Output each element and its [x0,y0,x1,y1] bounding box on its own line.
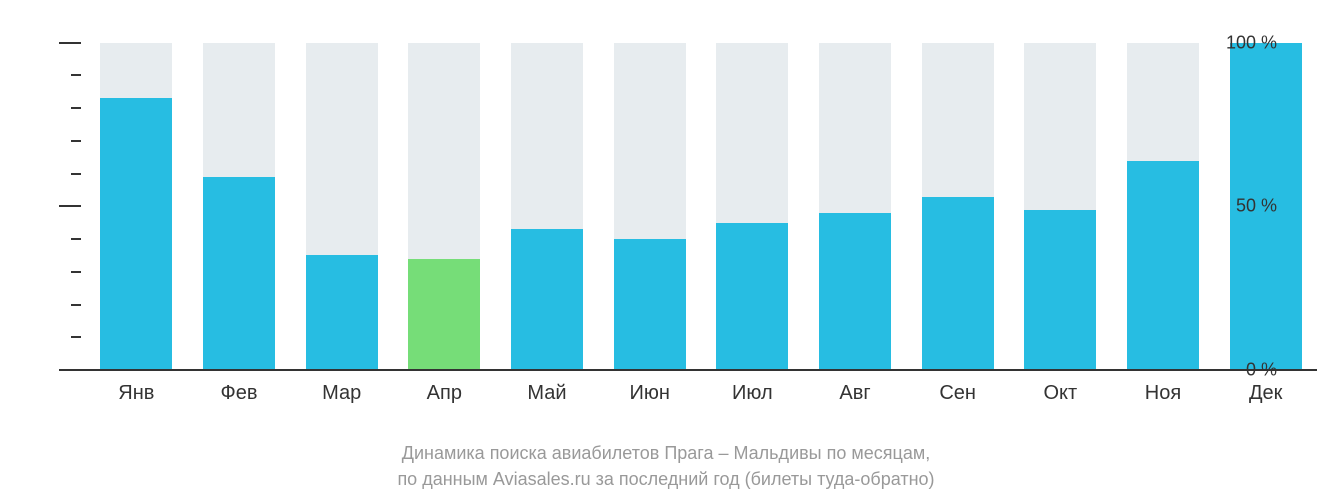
y-axis-label: 50 % [1236,196,1285,217]
bar-slot [1230,10,1302,370]
bar-slot [819,10,891,370]
bar-slot [614,10,686,370]
bar-slot [408,10,480,370]
chart-caption: Динамика поиска авиабилетов Прага – Маль… [0,440,1332,492]
x-axis-label: Июн [629,370,669,405]
monthly-search-bar-chart: ЯнвФевМарАпрМайИюнИюлАвгСенОктНояДек0 %5… [0,0,1332,502]
bar-slot [1024,10,1096,370]
bar [203,177,275,370]
y-minor-tick [71,271,81,273]
x-axis-label: Янв [118,370,154,405]
bar [408,259,480,370]
x-axis-label: Окт [1043,370,1077,405]
x-axis-label: Авг [839,370,870,405]
y-minor-tick [71,336,81,338]
bar [511,229,583,370]
bar-slot [100,10,172,370]
y-minor-tick [71,140,81,142]
y-major-tick [59,205,81,207]
x-axis-line [79,369,1317,371]
y-minor-tick [71,238,81,240]
x-axis-label: Мар [322,370,361,405]
bar-slot [306,10,378,370]
y-axis-label: 0 % [1246,360,1285,381]
bar-slot [203,10,275,370]
bar [716,223,788,370]
x-axis-label: Апр [427,370,462,405]
bar-slot [716,10,788,370]
bar [1024,210,1096,370]
x-axis-label: Ноя [1145,370,1181,405]
y-minor-tick [71,304,81,306]
y-minor-tick [71,173,81,175]
caption-line-2: по данным Aviasales.ru за последний год … [0,466,1332,492]
bar [100,98,172,370]
y-major-tick [59,369,81,371]
bar [819,213,891,370]
bar-slot [1127,10,1199,370]
bar [922,197,994,370]
bar-slot [922,10,994,370]
plot-area: ЯнвФевМарАпрМайИюнИюлАвгСенОктНояДек0 %5… [85,10,1317,370]
x-axis-label: Июл [732,370,773,405]
bar [614,239,686,370]
x-axis-label: Сен [939,370,976,405]
bar [306,255,378,370]
y-axis-label: 100 % [1226,32,1285,53]
y-minor-tick [71,107,81,109]
caption-line-1: Динамика поиска авиабилетов Прага – Маль… [0,440,1332,466]
x-axis-label: Фев [221,370,258,405]
x-axis-label: Май [527,370,566,405]
bar-slot [511,10,583,370]
y-major-tick [59,42,81,44]
y-minor-tick [71,74,81,76]
bar [1127,161,1199,370]
